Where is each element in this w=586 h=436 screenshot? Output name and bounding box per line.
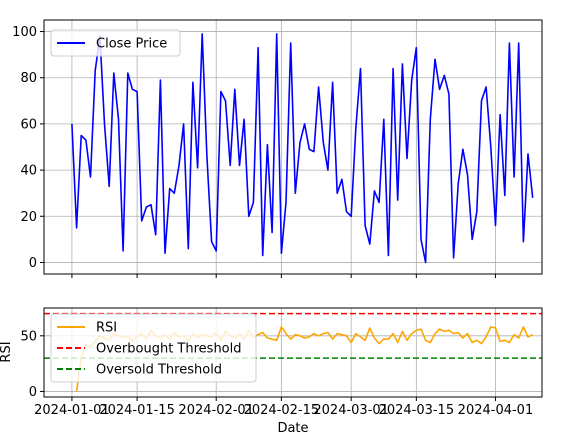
price-y-tick-label: 20 <box>20 210 37 225</box>
oversold-legend-label: Oversold Threshold <box>96 363 222 378</box>
rsi-x-tick-label: 2024-02-01 <box>178 403 254 418</box>
price-legend: Close Price <box>50 29 181 57</box>
rsi-axes-frame <box>43 307 543 398</box>
close-price-legend-label: Close Price <box>96 37 167 52</box>
price-y-tick-label: 40 <box>20 164 37 179</box>
rsi-x-tick-label: 2024-01-15 <box>99 403 175 418</box>
rsi-legend-box <box>50 313 257 383</box>
rsi-x-axis-label: Date <box>277 421 308 436</box>
price-legend-box <box>50 29 181 57</box>
price-axes-frame <box>43 19 543 275</box>
rsi-y-axis-label: RSI <box>0 341 14 362</box>
close-price-line <box>71 33 534 264</box>
rsi-x-tick-label: 2024-01-01 <box>34 403 110 418</box>
price-y-ticks: 0 20 40 60 80 100 <box>12 25 44 271</box>
price-x-ticks <box>71 274 496 278</box>
price-y-tick-label: 80 <box>20 71 37 86</box>
price-panel: 0 20 40 60 80 100 Close Price <box>12 19 543 278</box>
overbought-legend-label: Overbought Threshold <box>96 342 242 357</box>
rsi-x-tick-label: 2024-03-01 <box>313 403 389 418</box>
price-y-tick-label: 60 <box>20 117 37 132</box>
rsi-x-tick-label: 2024-04-01 <box>458 403 534 418</box>
price-y-tick-label: 0 <box>29 256 37 271</box>
rsi-legend: RSI Overbought Threshold Oversold Thresh… <box>50 313 257 383</box>
rsi-legend-label: RSI <box>96 321 117 336</box>
price-y-tick-label: 100 <box>12 25 37 40</box>
rsi-x-tick-label: 2024-02-15 <box>244 403 320 418</box>
rsi-y-ticks: 0 50 <box>20 329 44 400</box>
close-price-series <box>71 33 534 264</box>
rsi-x-tick-label: 2024-03-15 <box>379 403 455 418</box>
rsi-y-tick-label: 0 <box>29 385 37 400</box>
rsi-y-tick-label: 50 <box>20 329 37 344</box>
